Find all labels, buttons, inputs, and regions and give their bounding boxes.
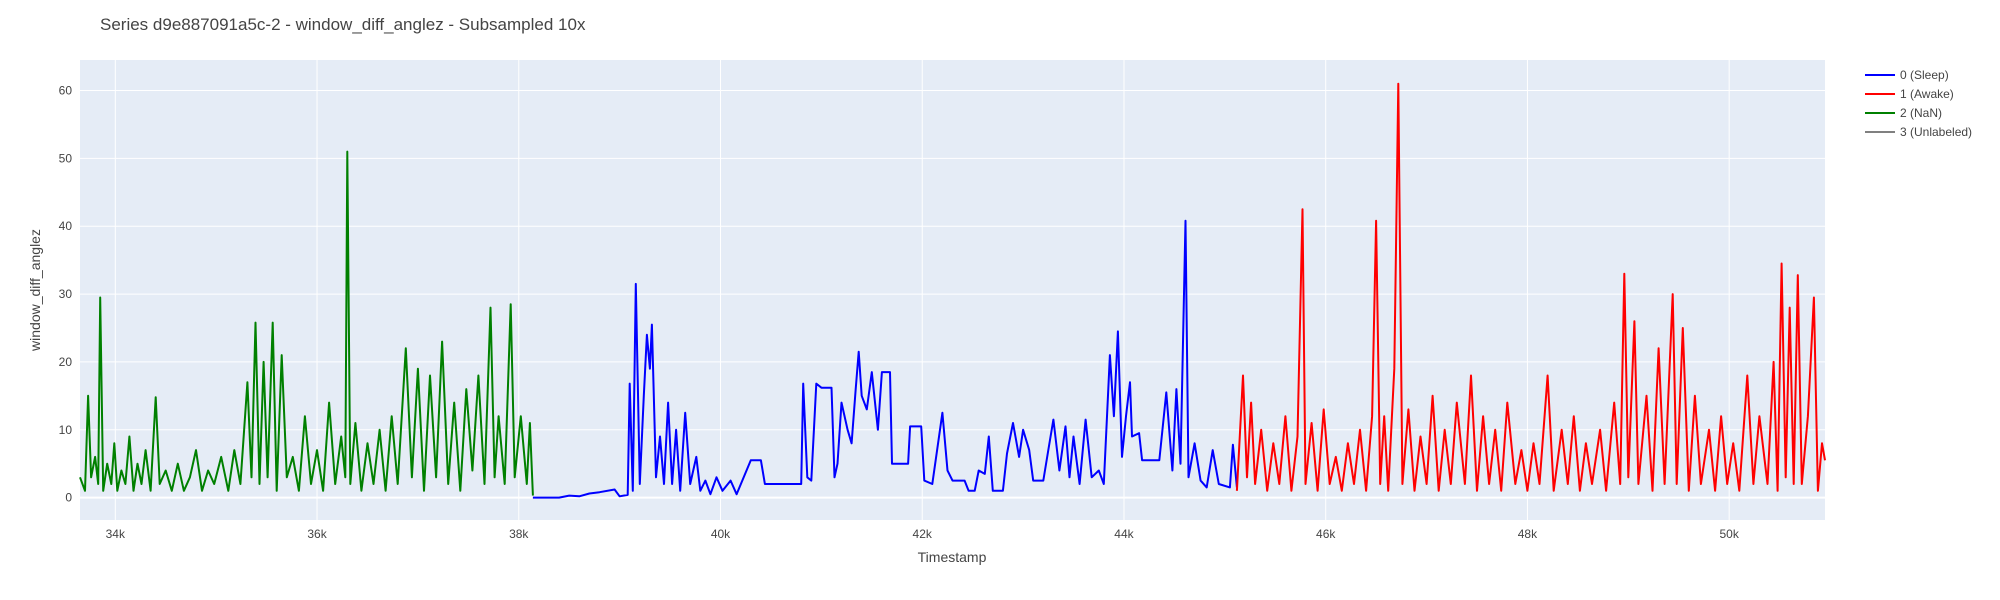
series-line [1235, 82, 1826, 492]
y-tick-label: 10 [59, 423, 73, 437]
legend-item[interactable]: 0 (Sleep) [1865, 68, 1949, 82]
x-tick-label: 50k [1719, 527, 1739, 541]
series-line [532, 219, 1238, 499]
y-tick-label: 30 [59, 287, 73, 301]
x-tick-label: 46k [1316, 527, 1336, 541]
chart-title: Series d9e887091a5c-2 - window_diff_angl… [100, 15, 586, 34]
y-tick-label: 0 [65, 491, 72, 505]
y-tick-label: 50 [59, 151, 73, 165]
x-tick-label: 36k [307, 527, 327, 541]
x-tick-label: 44k [1114, 527, 1134, 541]
y-axis-title: window_diff_anglez [27, 229, 43, 352]
legend[interactable]: 0 (Sleep) 1 (Awake) 2 (NaN) 3 (Unlabeled) [1865, 68, 1972, 139]
tick-labels: 0 10 20 30 40 50 60 34k 36k 38k 40k 42k 44k 46k 48k 50k [59, 84, 1740, 541]
y-tick-label: 40 [59, 219, 73, 233]
series-layer [79, 82, 1826, 499]
legend-label: 2 (NaN) [1900, 106, 1942, 120]
legend-item[interactable]: 1 (Awake) [1865, 87, 1954, 101]
y-tick-label: 60 [59, 84, 73, 98]
x-tick-label: 34k [106, 527, 126, 541]
x-axis-title: Timestamp [918, 549, 987, 565]
legend-item[interactable]: 2 (NaN) [1865, 106, 1942, 120]
legend-label: 0 (Sleep) [1900, 68, 1949, 82]
series-line [79, 150, 534, 496]
x-tick-label: 38k [509, 527, 529, 541]
y-tick-label: 20 [59, 355, 73, 369]
x-tick-label: 42k [913, 527, 933, 541]
grid [80, 60, 1825, 520]
x-tick-label: 48k [1518, 527, 1538, 541]
x-tick-label: 40k [711, 527, 731, 541]
legend-item[interactable]: 3 (Unlabeled) [1865, 125, 1972, 139]
legend-label: 3 (Unlabeled) [1900, 125, 1972, 139]
legend-label: 1 (Awake) [1900, 87, 1954, 101]
